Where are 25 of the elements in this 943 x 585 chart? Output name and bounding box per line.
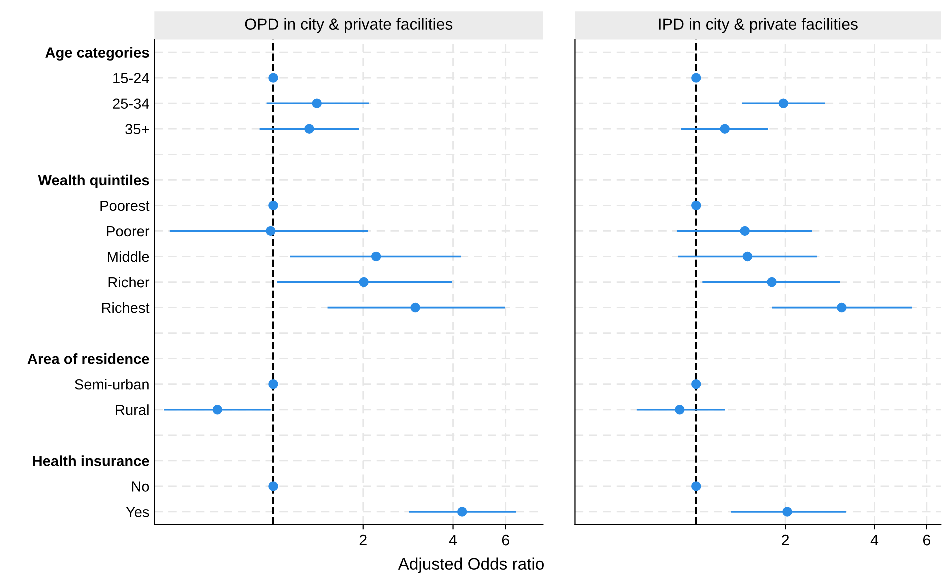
y-tick-label: Age categories bbox=[46, 47, 150, 61]
y-tick-label: Richer bbox=[108, 276, 150, 288]
y-tick-label: Poorest bbox=[100, 200, 150, 212]
y-tick-label: Area of residence bbox=[28, 354, 150, 364]
y-tick-label: Yes bbox=[126, 507, 150, 518]
y-tick-label: Semi-urban bbox=[75, 379, 149, 390]
x-tick-label: 2 bbox=[360, 534, 367, 546]
chart-title: IPD in city & private facilities bbox=[659, 18, 858, 34]
x-tick-label: 6 bbox=[923, 534, 930, 546]
x-tick-label: 4 bbox=[449, 535, 458, 546]
y-tick-label: Middle bbox=[108, 251, 150, 262]
y-tick-label: Poorer bbox=[107, 226, 150, 237]
y-tick-label: Wealth quintiles bbox=[38, 174, 150, 188]
chart-title: OPD in city & private facilities bbox=[245, 18, 453, 34]
y-tick-label: No bbox=[132, 482, 150, 492]
x-tick-label: 6 bbox=[502, 534, 510, 546]
y-tick-label: 25-34 bbox=[113, 98, 150, 110]
x-axis-title: Adjusted Odds ratio bbox=[398, 558, 544, 574]
y-tick-label: 35+ bbox=[126, 124, 150, 135]
x-tick-label: 4 bbox=[870, 535, 879, 546]
y-tick-label: Richest bbox=[102, 302, 150, 314]
y-tick-label: 15-24 bbox=[114, 73, 150, 84]
y-tick-label: Rural bbox=[116, 404, 149, 416]
y-tick-label: Health insurance bbox=[33, 456, 150, 466]
x-tick-label: 2 bbox=[782, 534, 790, 546]
